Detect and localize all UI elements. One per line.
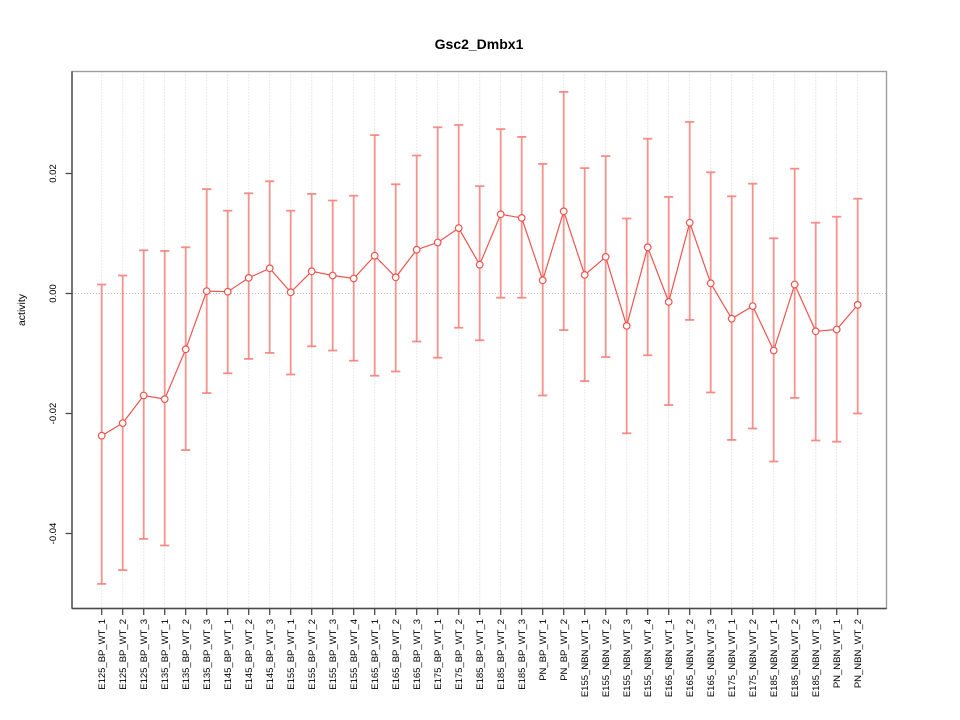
data-point xyxy=(790,280,799,289)
x-tick-label: E165_NBN_WT_2 xyxy=(685,619,696,697)
data-point xyxy=(580,271,589,279)
data-point xyxy=(307,267,316,276)
x-tick-label: E135_BP_WT_3 xyxy=(202,619,213,690)
data-point xyxy=(223,287,232,296)
x-tick-label: E155_BP_WT_3 xyxy=(328,619,339,690)
data-point xyxy=(118,419,127,428)
x-tick-label: E145_BP_WT_1 xyxy=(223,619,234,690)
x-axis: E125_BP_WT_1 E125_BP_WT_2 E125_BP_WT_3 E135… xyxy=(97,608,864,697)
x-tick-label: E185_NBN_WT_2 xyxy=(790,619,801,697)
x-tick-label: E185_BP_WT_1 xyxy=(475,619,486,690)
x-tick-label: E175_BP_WT_1 xyxy=(433,619,444,690)
x-tick-label: E145_BP_WT_2 xyxy=(244,619,255,690)
x-tick-label: E175_BP_WT_2 xyxy=(454,619,465,690)
data-point xyxy=(748,302,757,311)
data-point xyxy=(832,325,841,334)
x-tick-label: PN_NBN_WT_1 xyxy=(832,619,843,688)
x-tick-label: E165_BP_WT_3 xyxy=(412,619,423,690)
x-tick-label: E155_BP_WT_2 xyxy=(307,619,318,690)
x-tick-label: E135_BP_WT_2 xyxy=(181,619,192,690)
data-point xyxy=(412,245,421,254)
y-axis: 0.02 0.00 -0.02 -0.04 xyxy=(48,164,72,544)
data-point xyxy=(202,287,211,296)
x-tick-label: E155_NBN_WT_2 xyxy=(601,619,612,697)
data-point xyxy=(475,260,484,269)
data-point xyxy=(328,271,337,280)
y-tick-label: 0.02 xyxy=(48,164,59,183)
x-tick-label: PN_NBN_WT_2 xyxy=(853,619,864,688)
data-point xyxy=(496,210,505,219)
x-tick-label: E175_NBN_WT_1 xyxy=(727,619,738,697)
data-point xyxy=(391,273,400,282)
data-point xyxy=(622,322,631,330)
x-tick-label: E155_NBN_WT_4 xyxy=(643,619,654,697)
data-point xyxy=(664,298,673,306)
data-point xyxy=(181,345,190,354)
data-point xyxy=(286,288,295,297)
data-point xyxy=(727,314,736,323)
data-point xyxy=(559,207,568,216)
data-point xyxy=(370,251,379,260)
data-point xyxy=(538,276,547,285)
data-point xyxy=(160,395,169,404)
data-point xyxy=(811,327,820,336)
x-tick-label: E165_NBN_WT_1 xyxy=(664,619,675,697)
data-point xyxy=(454,224,463,233)
y-tick-label: 0.00 xyxy=(48,284,59,303)
x-tick-label: E185_NBN_WT_3 xyxy=(811,619,822,697)
data-point xyxy=(139,391,148,400)
x-tick-label: E165_NBN_WT_3 xyxy=(706,619,717,697)
data-points xyxy=(97,207,862,440)
x-tick-label: E125_BP_WT_1 xyxy=(97,619,108,690)
x-tick-label: E125_BP_WT_2 xyxy=(118,619,129,690)
x-tick-label: E155_BP_WT_1 xyxy=(286,619,297,690)
data-point xyxy=(97,431,106,440)
data-point xyxy=(244,274,253,282)
data-point xyxy=(853,301,862,309)
x-tick-label: E155_NBN_WT_3 xyxy=(622,619,633,697)
data-point xyxy=(643,243,652,252)
x-tick-label: E155_NBN_WT_1 xyxy=(580,619,591,697)
data-point xyxy=(706,279,715,288)
x-tick-label: E135_BP_WT_1 xyxy=(160,619,171,690)
data-point xyxy=(685,218,694,227)
x-tick-label: E155_BP_WT_4 xyxy=(349,619,360,690)
x-tick-label: PN_BP_WT_2 xyxy=(559,619,570,681)
x-tick-label: E145_BP_WT_3 xyxy=(265,619,276,690)
data-point xyxy=(769,346,778,355)
y-tick-label: -0.02 xyxy=(48,403,59,425)
x-tick-label: E125_BP_WT_3 xyxy=(139,619,150,690)
data-point xyxy=(349,274,358,283)
y-axis-label: activity xyxy=(16,293,28,326)
x-tick-label: E175_NBN_WT_2 xyxy=(748,619,759,697)
y-tick-label: -0.04 xyxy=(48,523,59,545)
x-tick-label: PN_BP_WT_1 xyxy=(538,619,549,681)
data-point xyxy=(433,238,442,247)
x-tick-label: E165_BP_WT_2 xyxy=(391,619,402,690)
data-point xyxy=(601,252,610,261)
x-tick-label: E185_NBN_WT_1 xyxy=(769,619,780,697)
data-point xyxy=(265,264,274,273)
chart-title: Gsc2_Dmbx1 xyxy=(435,36,524,52)
data-point xyxy=(517,213,526,222)
x-tick-label: E165_BP_WT_1 xyxy=(370,619,381,690)
x-tick-label: E185_BP_WT_3 xyxy=(517,619,528,690)
x-tick-label: E185_BP_WT_2 xyxy=(496,619,507,690)
